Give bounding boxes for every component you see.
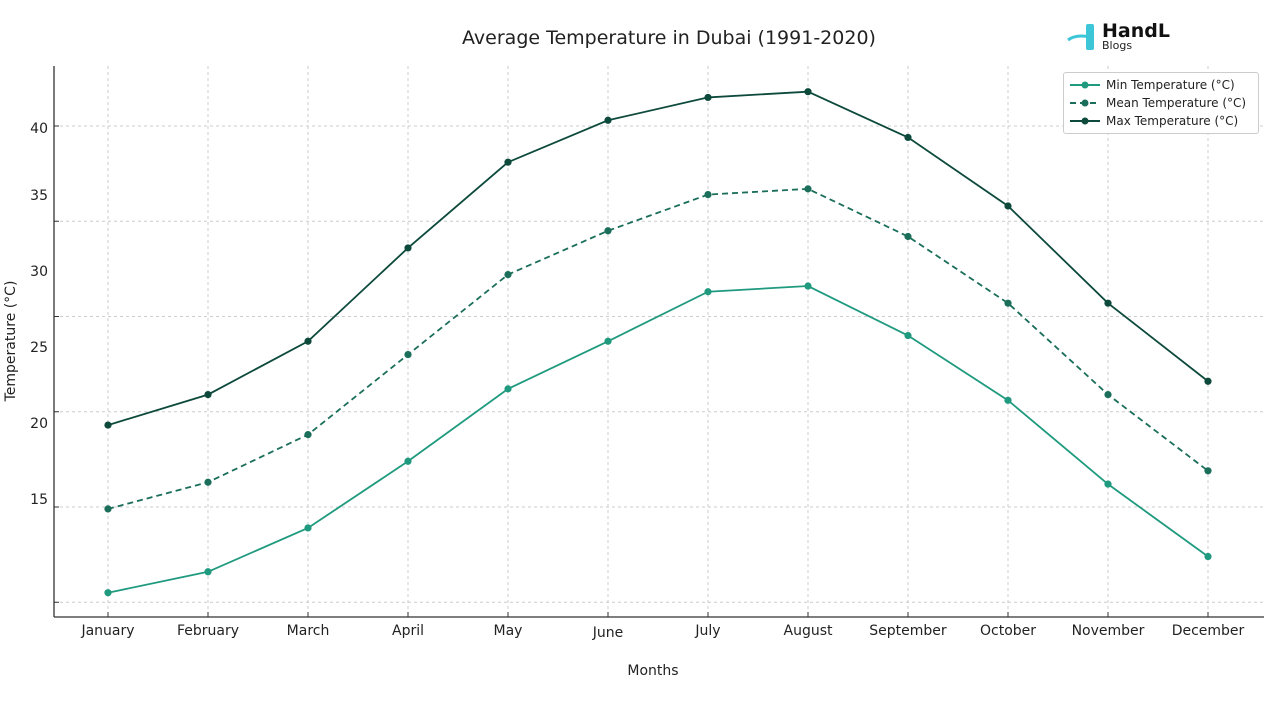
x-tick-label: March <box>287 623 330 639</box>
data-point <box>204 391 212 399</box>
legend-marker-icon <box>1070 117 1100 125</box>
y-tick-label: 25 <box>30 340 48 356</box>
y-tick-label: 40 <box>30 121 48 137</box>
data-point <box>904 232 912 241</box>
data-point <box>1004 299 1012 307</box>
data-point <box>904 133 912 142</box>
legend: Min Temperature (°C) Mean Temperature (°C… <box>1063 72 1259 134</box>
data-point <box>804 282 812 290</box>
data-point <box>1204 467 1212 475</box>
y-tick-label: 15 <box>30 492 48 508</box>
x-tick-label: September <box>869 623 947 639</box>
data-point <box>704 190 712 199</box>
legend-marker-icon <box>1070 81 1100 89</box>
door-handle-icon <box>1067 24 1094 50</box>
data-point <box>1104 299 1112 307</box>
x-tick-label: October <box>980 623 1036 639</box>
data-point <box>404 351 412 359</box>
data-point <box>704 93 712 102</box>
series-line <box>107 90 1209 426</box>
y-tick-label: 30 <box>30 264 48 280</box>
x-tick-label: June <box>592 625 624 641</box>
data-point <box>604 337 612 345</box>
data-point <box>104 589 112 597</box>
series-min <box>104 282 1212 597</box>
data-point <box>804 88 812 96</box>
data-point <box>504 385 512 393</box>
logo-name: HandL <box>1102 20 1170 42</box>
x-tick-label: April <box>392 623 424 639</box>
x-tick-label: January <box>80 623 134 639</box>
data-point <box>204 568 212 576</box>
handl-logo: HandL Blogs <box>1066 20 1186 54</box>
x-tick-label: July <box>694 623 720 639</box>
legend-label: Mean Temperature (°C) <box>1106 96 1247 110</box>
data-point <box>904 331 912 340</box>
x-tick-label: May <box>494 623 523 639</box>
data-point <box>1204 552 1212 561</box>
legend-item: Mean Temperature (°C) <box>1070 94 1246 112</box>
x-tick-label: November <box>1072 623 1145 639</box>
legend-marker-icon <box>1070 99 1100 107</box>
data-point <box>1004 202 1012 210</box>
x-tick-label: February <box>177 623 239 639</box>
data-point <box>804 185 812 193</box>
data-point <box>304 524 312 532</box>
legend-label: Max Temperature (°C) <box>1106 114 1239 128</box>
chart-title: Average Temperature in Dubai (1991-2020) <box>462 27 876 49</box>
data-point <box>304 431 312 439</box>
y-tick-label: 20 <box>30 416 48 432</box>
x-tick-label: August <box>784 623 834 639</box>
series-line <box>107 285 1209 594</box>
legend-item: Min Temperature (°C) <box>1070 76 1235 94</box>
y-tick-label: 35 <box>30 188 48 204</box>
legend-item: Max Temperature (°C) <box>1070 112 1238 130</box>
data-point <box>1104 391 1112 399</box>
data-point <box>604 116 612 124</box>
logo-sub: Blogs <box>1102 39 1133 52</box>
data-point <box>104 505 112 513</box>
legend-label: Min Temperature (°C) <box>1106 78 1235 92</box>
data-point <box>1004 396 1012 404</box>
data-point <box>704 288 712 296</box>
series-mean <box>104 185 1212 513</box>
data-point <box>604 227 612 235</box>
data-point <box>1104 480 1112 488</box>
series-max <box>104 88 1212 429</box>
series-line <box>107 187 1209 510</box>
x-axis-label: Months <box>627 663 678 679</box>
data-point <box>404 244 412 252</box>
data-point <box>104 421 112 429</box>
data-point <box>1204 377 1212 385</box>
data-point <box>504 158 512 166</box>
data-point <box>304 337 312 345</box>
data-point <box>204 478 212 486</box>
data-point <box>504 270 512 279</box>
data-point <box>404 457 412 465</box>
x-tick-label: December <box>1172 623 1245 639</box>
y-axis-label: Temperature (°C) <box>3 281 19 403</box>
